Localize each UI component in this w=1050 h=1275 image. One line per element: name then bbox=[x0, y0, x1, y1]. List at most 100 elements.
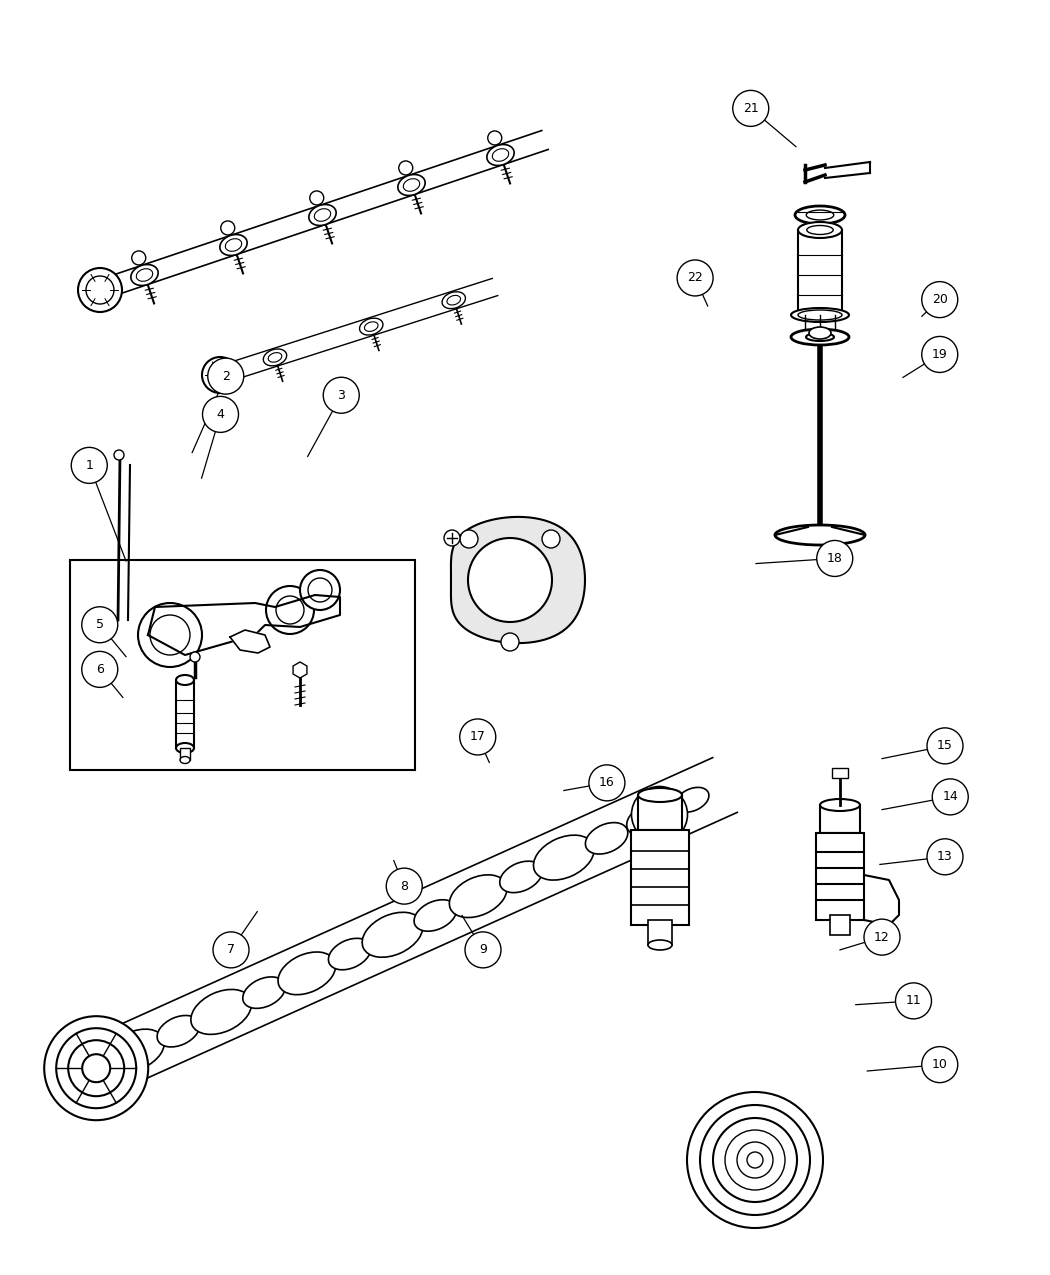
Ellipse shape bbox=[219, 235, 247, 255]
Circle shape bbox=[922, 282, 958, 317]
Ellipse shape bbox=[264, 349, 287, 366]
Circle shape bbox=[399, 161, 413, 175]
Ellipse shape bbox=[627, 802, 672, 836]
Ellipse shape bbox=[638, 788, 682, 802]
Circle shape bbox=[542, 530, 560, 548]
Text: 1: 1 bbox=[85, 459, 93, 472]
Circle shape bbox=[733, 91, 769, 126]
Text: 22: 22 bbox=[687, 272, 704, 284]
Text: 4: 4 bbox=[216, 408, 225, 421]
Circle shape bbox=[932, 779, 968, 815]
Circle shape bbox=[220, 221, 235, 235]
Circle shape bbox=[927, 839, 963, 875]
Circle shape bbox=[642, 797, 677, 833]
Circle shape bbox=[724, 1130, 785, 1190]
Circle shape bbox=[713, 1118, 797, 1202]
Text: 9: 9 bbox=[479, 944, 487, 956]
Circle shape bbox=[465, 932, 501, 968]
Text: 11: 11 bbox=[905, 994, 922, 1007]
Ellipse shape bbox=[278, 952, 336, 994]
Ellipse shape bbox=[675, 788, 709, 812]
Text: 14: 14 bbox=[943, 790, 958, 803]
Circle shape bbox=[896, 983, 931, 1019]
Text: 3: 3 bbox=[337, 389, 345, 402]
Circle shape bbox=[300, 570, 340, 609]
Polygon shape bbox=[148, 595, 340, 655]
Circle shape bbox=[82, 1054, 110, 1082]
Ellipse shape bbox=[791, 329, 849, 346]
Circle shape bbox=[82, 607, 118, 643]
Text: 21: 21 bbox=[743, 102, 758, 115]
Ellipse shape bbox=[775, 525, 865, 544]
Ellipse shape bbox=[180, 756, 190, 764]
Polygon shape bbox=[230, 630, 270, 653]
Bar bbox=[631, 830, 689, 924]
Circle shape bbox=[444, 530, 460, 546]
Circle shape bbox=[589, 765, 625, 801]
Circle shape bbox=[927, 728, 963, 764]
Ellipse shape bbox=[533, 835, 594, 880]
Circle shape bbox=[78, 268, 122, 312]
Text: 6: 6 bbox=[96, 663, 104, 676]
Text: 19: 19 bbox=[932, 348, 947, 361]
Ellipse shape bbox=[442, 292, 465, 309]
Bar bbox=[70, 560, 415, 770]
Circle shape bbox=[310, 191, 323, 205]
Ellipse shape bbox=[795, 207, 845, 224]
Circle shape bbox=[501, 632, 519, 652]
Circle shape bbox=[864, 919, 900, 955]
Bar bbox=[648, 921, 672, 945]
Circle shape bbox=[213, 932, 249, 968]
Text: 13: 13 bbox=[937, 850, 953, 863]
Circle shape bbox=[57, 1028, 136, 1108]
Ellipse shape bbox=[798, 222, 842, 238]
Ellipse shape bbox=[176, 743, 194, 754]
Bar bbox=[638, 796, 682, 830]
Circle shape bbox=[700, 1105, 810, 1215]
Ellipse shape bbox=[820, 799, 860, 811]
Circle shape bbox=[190, 652, 200, 662]
Circle shape bbox=[138, 603, 202, 667]
Circle shape bbox=[687, 1091, 823, 1228]
Circle shape bbox=[114, 450, 124, 460]
Ellipse shape bbox=[414, 900, 457, 931]
Text: 16: 16 bbox=[598, 776, 615, 789]
Circle shape bbox=[323, 377, 359, 413]
Polygon shape bbox=[450, 516, 585, 643]
Text: 8: 8 bbox=[400, 880, 408, 892]
Ellipse shape bbox=[808, 326, 831, 339]
Circle shape bbox=[677, 260, 713, 296]
Ellipse shape bbox=[449, 875, 507, 918]
Circle shape bbox=[650, 805, 670, 825]
Circle shape bbox=[82, 652, 118, 687]
Ellipse shape bbox=[791, 309, 849, 323]
Ellipse shape bbox=[131, 264, 159, 286]
Circle shape bbox=[44, 1016, 148, 1121]
Ellipse shape bbox=[107, 1029, 164, 1072]
Ellipse shape bbox=[359, 319, 383, 335]
Ellipse shape bbox=[648, 940, 672, 950]
Circle shape bbox=[208, 358, 244, 394]
Bar bbox=[176, 680, 194, 748]
Ellipse shape bbox=[586, 822, 628, 854]
Ellipse shape bbox=[362, 913, 423, 958]
Ellipse shape bbox=[176, 674, 194, 685]
Text: 15: 15 bbox=[937, 740, 953, 752]
Text: 5: 5 bbox=[96, 618, 104, 631]
Text: 20: 20 bbox=[931, 293, 948, 306]
Ellipse shape bbox=[487, 144, 514, 166]
Ellipse shape bbox=[309, 204, 336, 226]
Circle shape bbox=[386, 868, 422, 904]
Circle shape bbox=[631, 787, 688, 843]
Circle shape bbox=[737, 1142, 773, 1178]
Circle shape bbox=[203, 397, 238, 432]
Ellipse shape bbox=[158, 1015, 200, 1047]
Text: 18: 18 bbox=[826, 552, 843, 565]
Circle shape bbox=[468, 538, 552, 622]
Ellipse shape bbox=[191, 989, 251, 1034]
Ellipse shape bbox=[398, 175, 425, 195]
Circle shape bbox=[922, 337, 958, 372]
Circle shape bbox=[71, 448, 107, 483]
Ellipse shape bbox=[500, 861, 542, 892]
Circle shape bbox=[131, 251, 146, 265]
